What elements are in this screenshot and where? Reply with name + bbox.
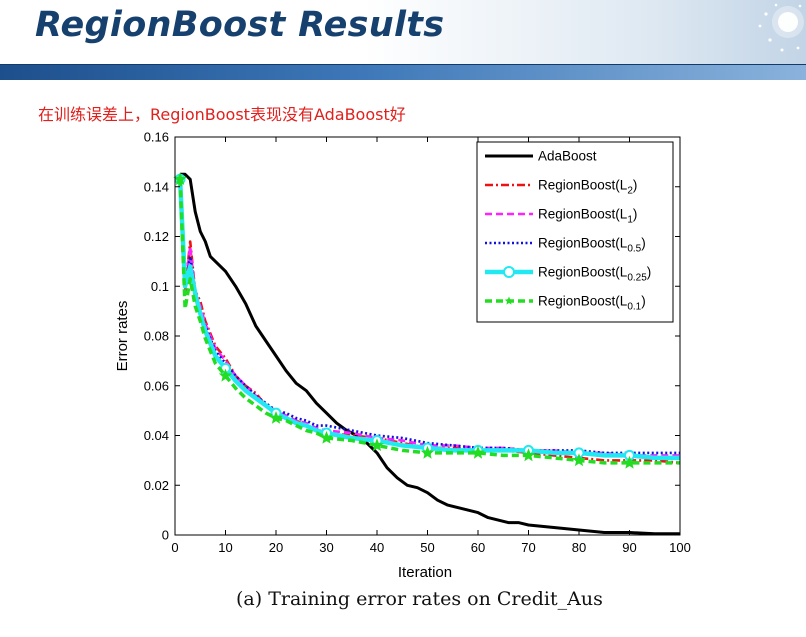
sparkle-decoration xyxy=(758,3,804,52)
y-tick-label: 0.04 xyxy=(144,428,169,443)
series-lines xyxy=(173,172,681,536)
slide-header: RegionBoost Results xyxy=(0,0,806,64)
series-marker-regionboost-l0-1 xyxy=(572,453,586,467)
series-line-adaboost xyxy=(180,172,680,536)
legend-label-regionboost-l2: RegionBoost(L2) xyxy=(538,178,637,197)
y-tick-label: 0.1 xyxy=(151,279,169,294)
x-axis-label: Iteration xyxy=(398,564,452,581)
series-line-regionboost-l0-1 xyxy=(178,179,680,465)
training-error-chart: 0 10 20 30 40 50 60 70 80 90 100 0 0.02 0.04 0.06 0.08 0… xyxy=(114,130,691,582)
x-tick-label: 90 xyxy=(622,540,636,555)
legend: AdaBoost RegionBoost(L2) RegionBoost(L1) Re… xyxy=(476,141,674,323)
x-tick-label: 30 xyxy=(319,540,333,555)
y-tick-label: 0.16 xyxy=(144,130,169,145)
series-marker-regionboost-l0-1 xyxy=(319,430,334,444)
series-marker-regionboost-l0-1 xyxy=(218,368,233,382)
legend-label-regionboost-l0-5: RegionBoost(L0.5) xyxy=(538,236,646,255)
legend-label-regionboost-l0-25: RegionBoost(L0.25) xyxy=(538,265,651,284)
series-marker-regionboost-l0-1 xyxy=(269,410,283,424)
series-marker-regionboost-l0-1 xyxy=(370,438,384,452)
series-marker-regionboost-l0-1 xyxy=(521,448,536,462)
series-marker-regionboost-l0-1 xyxy=(420,445,435,459)
slide-title: RegionBoost Results xyxy=(35,5,445,45)
legend-marker-regionboost-l0-25 xyxy=(503,266,515,278)
x-tick-label: 50 xyxy=(420,540,434,555)
series-marker-regionboost-l0-1 xyxy=(471,445,485,459)
y-tick-label: 0.02 xyxy=(144,478,169,493)
series-line-regionboost-l1 xyxy=(178,179,680,457)
legend-label-regionboost-l1: RegionBoost(L1) xyxy=(538,207,637,226)
y-tick-label: 0 xyxy=(162,528,169,543)
legend-marker-regionboost-l0-1 xyxy=(504,296,514,305)
x-tick-label: 60 xyxy=(471,540,485,555)
y-tick-label: 0.06 xyxy=(144,378,169,393)
figure-caption: (a) Training error rates on Credit_Aus xyxy=(236,588,603,610)
y-tick-label: 0.14 xyxy=(144,179,169,194)
x-tick-label: 80 xyxy=(572,540,586,555)
x-tick-label: 0 xyxy=(171,540,178,555)
y-tick-label: 0.08 xyxy=(144,329,169,344)
legend-label-regionboost-l0-1: RegionBoost(L0.1) xyxy=(538,294,646,313)
x-tick-label: 40 xyxy=(370,540,384,555)
axis-ticks: 0 10 20 30 40 50 60 70 80 90 100 0 0.02 0.04 0.06 0.08 0… xyxy=(144,130,691,556)
x-tick-label: 70 xyxy=(521,540,535,555)
x-tick-label: 20 xyxy=(269,540,283,555)
x-tick-label: 100 xyxy=(669,540,691,555)
series-marker-regionboost-l0-1 xyxy=(622,455,637,469)
x-tick-label: 10 xyxy=(218,540,232,555)
legend-label-adaboost: AdaBoost xyxy=(538,149,597,164)
header-bar xyxy=(0,64,806,80)
series-marker-regionboost-l0-1 xyxy=(173,172,187,185)
y-tick-label: 0.12 xyxy=(144,229,169,244)
slide-subtitle: 在训练误差上，RegionBoost表现没有AdaBoost好 xyxy=(38,105,406,124)
y-axis-label: Error rates xyxy=(114,301,131,372)
legend-box xyxy=(476,141,674,323)
series-line-regionboost-l0-25 xyxy=(177,179,680,461)
